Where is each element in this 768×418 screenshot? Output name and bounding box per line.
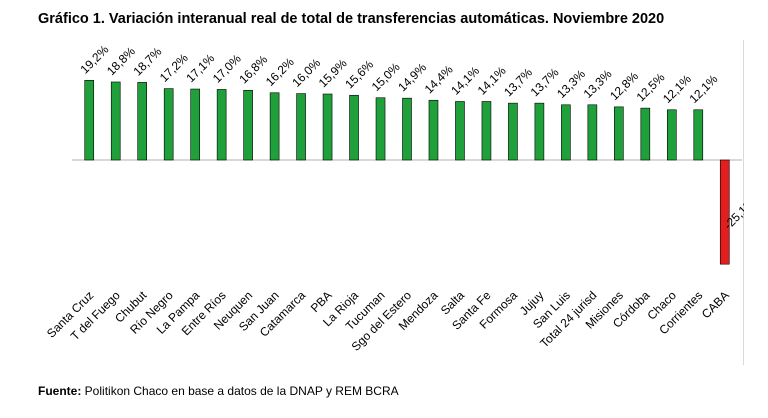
bar-1 bbox=[84, 80, 95, 161]
bar-18 bbox=[534, 102, 545, 161]
bar-16 bbox=[481, 101, 492, 161]
bar-21 bbox=[614, 106, 624, 161]
data-label-15: 14,1% bbox=[448, 63, 482, 97]
data-label-2: 18,8% bbox=[104, 44, 138, 78]
data-label-5: 17,1% bbox=[183, 51, 217, 85]
bar-9 bbox=[296, 93, 306, 161]
bar-6 bbox=[216, 89, 227, 161]
bar-3 bbox=[137, 82, 147, 161]
data-label-24: 12,1% bbox=[687, 72, 721, 106]
source-text: Politikon Chaco en base a datos de la DN… bbox=[81, 384, 399, 398]
bar-23 bbox=[666, 109, 677, 161]
source-label: Fuente: bbox=[38, 384, 82, 398]
bar-13 bbox=[402, 97, 412, 161]
bar-10 bbox=[322, 93, 333, 161]
source-note: Fuente: Politikon Chaco en base a datos … bbox=[38, 384, 399, 398]
data-label-23: 12,1% bbox=[660, 72, 694, 106]
bar-25 bbox=[719, 159, 730, 265]
bar-24 bbox=[693, 109, 704, 161]
bar-15 bbox=[455, 101, 465, 161]
bar-2 bbox=[110, 81, 121, 161]
bar-20 bbox=[587, 104, 598, 161]
bar-22 bbox=[640, 107, 651, 161]
data-label-9: 16,0% bbox=[289, 56, 323, 90]
category-label-25: CABA bbox=[699, 288, 732, 321]
bar-11 bbox=[349, 94, 359, 161]
bar-17 bbox=[508, 102, 518, 161]
bar-4 bbox=[163, 88, 174, 161]
data-label-12: 15,0% bbox=[369, 60, 403, 94]
data-label-19: 13,3% bbox=[554, 67, 588, 101]
bar-12 bbox=[375, 97, 386, 161]
bar-5 bbox=[190, 88, 200, 161]
bar-7 bbox=[243, 89, 253, 161]
bar-8 bbox=[269, 92, 280, 161]
chart-title: Gráfico 1. Variación interanual real de … bbox=[38, 11, 665, 27]
bar-14 bbox=[428, 99, 439, 161]
chart-area: 19,2% Santa Cruz 18,8% T del Fuego 18,7% Chub… bbox=[38, 40, 744, 365]
data-label-17: 13,7% bbox=[501, 65, 535, 99]
bar-19 bbox=[561, 104, 571, 161]
